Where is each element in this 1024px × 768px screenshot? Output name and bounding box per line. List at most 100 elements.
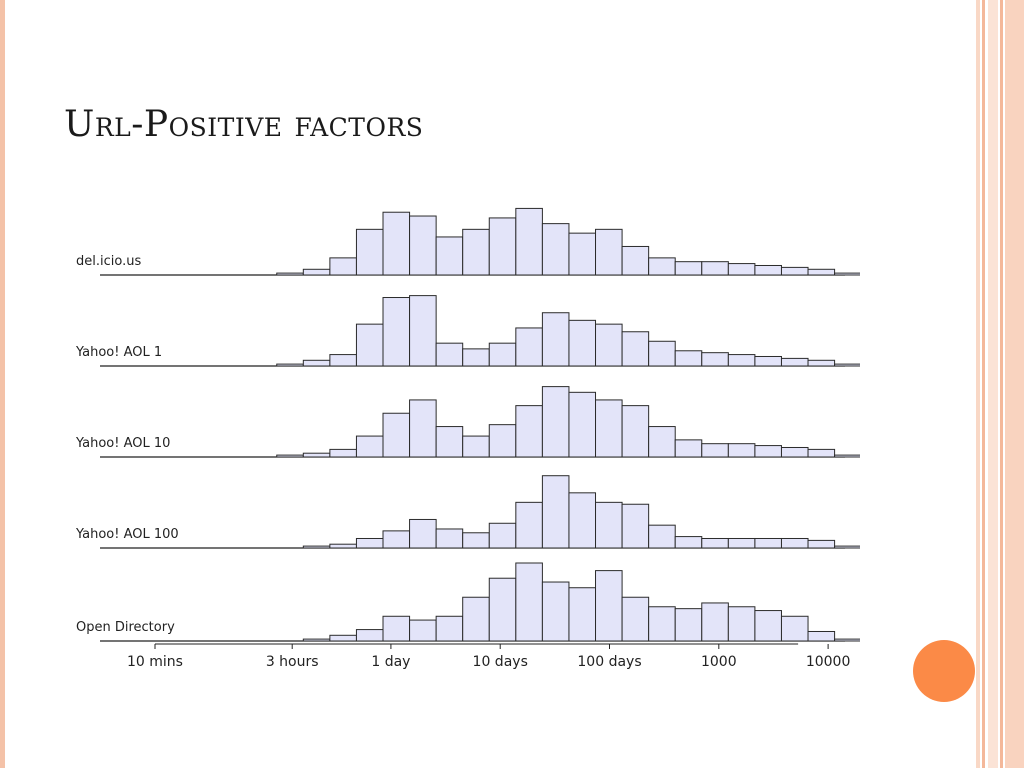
histogram-bar: [595, 399, 623, 458]
x-tick-label: 1000: [701, 654, 737, 670]
histogram-bar: [435, 615, 464, 642]
histogram-bar: [568, 319, 597, 367]
histogram-bar: [595, 501, 623, 549]
histogram-bar: [276, 363, 304, 367]
histogram-bar: [302, 359, 331, 367]
histogram-bar: [302, 545, 331, 549]
border-stripe: [1005, 0, 1024, 768]
histogram-bar: [515, 327, 543, 367]
histogram-bar: [462, 596, 490, 642]
series-label: Yahoo! AOL 10: [75, 436, 170, 451]
histogram-bar: [329, 448, 357, 458]
histogram-bar: [754, 445, 782, 458]
histogram-bar: [276, 454, 304, 458]
histogram-bar: [834, 638, 860, 642]
histogram-bar: [409, 295, 437, 367]
histogram-bar: [568, 587, 597, 642]
histogram-bar: [674, 261, 703, 276]
histogram-bar: [435, 426, 464, 458]
histogram-bar: [382, 412, 411, 458]
histogram-bar: [727, 606, 756, 642]
histogram-bar: [541, 312, 570, 367]
x-tick-label: 1 day: [371, 654, 410, 670]
histogram-bar: [834, 454, 860, 458]
border-stripe: [976, 0, 980, 768]
histogram-bar: [674, 608, 703, 642]
series-label: Yahoo! AOL 100: [75, 527, 179, 542]
histogram-bar: [541, 223, 570, 276]
histogram-bar: [462, 532, 490, 549]
series-label: Yahoo! AOL 1: [75, 345, 162, 360]
histogram-bar: [541, 386, 570, 458]
slide-title: Url-Positive factors: [64, 104, 424, 145]
histogram-bar: [488, 217, 517, 276]
histogram-bar: [780, 615, 809, 642]
series-label: del.icio.us: [76, 254, 141, 269]
series-label: Open Directory: [76, 620, 175, 635]
histogram-bar: [409, 619, 437, 642]
histogram-bar: [329, 543, 357, 549]
histogram-bar: [621, 596, 650, 642]
histogram-bar: [780, 446, 809, 458]
histogram-bar: [435, 342, 464, 367]
histogram-bar: [462, 435, 490, 458]
histogram-bar: [648, 257, 676, 276]
histogram-bar: [355, 228, 384, 276]
border-stripe: [1000, 0, 1003, 768]
histogram-bar: [780, 266, 809, 276]
histogram-bar: [329, 257, 357, 276]
x-tick-label: 10 days: [473, 654, 528, 670]
border-stripe: [982, 0, 985, 768]
histogram-bar: [754, 355, 782, 367]
histogram-bar: [409, 215, 437, 276]
histogram-bar: [701, 443, 729, 458]
histogram-bar: [621, 405, 650, 458]
histogram-bar: [807, 539, 836, 549]
histogram-bar: [568, 232, 597, 276]
histogram-bar: [595, 323, 623, 367]
border-stripe: [988, 0, 998, 768]
histogram-bar: [807, 359, 836, 367]
histogram-bar: [409, 399, 437, 458]
histogram-bar: [834, 545, 860, 549]
histogram-bar: [754, 537, 782, 549]
histogram-bar: [541, 475, 570, 549]
histogram-bar: [355, 629, 384, 642]
histogram-bar: [409, 518, 437, 549]
histogram-bar: [674, 439, 703, 458]
x-tick-label: 10 mins: [127, 654, 183, 670]
histogram-bar: [382, 211, 411, 276]
histogram-bar: [701, 352, 729, 367]
histogram-bar: [515, 562, 543, 642]
histogram-bar: [834, 363, 860, 367]
histogram-bar: [807, 630, 836, 642]
histogram-bar: [355, 435, 384, 458]
histogram-bar: [674, 350, 703, 367]
histogram-bar: [302, 452, 331, 458]
decorative-orange-circle: [913, 640, 975, 702]
histogram-bar: [329, 354, 357, 367]
histogram-bar: [462, 228, 490, 276]
histogram-bar: [355, 537, 384, 549]
histogram-bar: [382, 615, 411, 642]
histogram-bar: [568, 391, 597, 458]
histogram-bar: [329, 634, 357, 642]
histogram-bar: [648, 340, 676, 367]
histogram-bar: [727, 443, 756, 458]
histogram-bar: [621, 503, 650, 549]
histogram-bar: [435, 236, 464, 276]
histogram-bar: [462, 348, 490, 367]
histogram-bar: [382, 297, 411, 367]
histogram-bar: [595, 228, 623, 276]
histogram-bar: [754, 264, 782, 276]
histogram-bar: [355, 323, 384, 367]
histogram-bar: [754, 610, 782, 642]
histogram-bar: [648, 606, 676, 642]
x-tick-label: 10000: [806, 654, 851, 670]
histogram-bar: [515, 501, 543, 549]
histogram-bar: [780, 357, 809, 367]
histogram-bar: [727, 354, 756, 367]
slide-border-left: [0, 0, 5, 768]
histogram-bar: [541, 581, 570, 642]
histogram-bar: [515, 405, 543, 458]
